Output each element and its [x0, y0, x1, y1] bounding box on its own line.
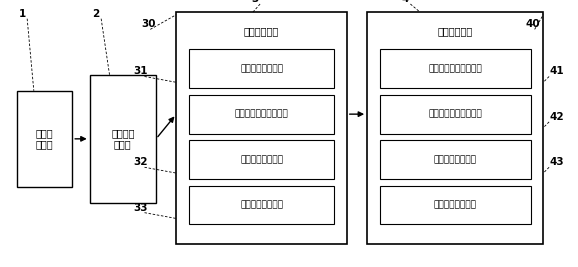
- Text: 教学效果评价单元: 教学效果评价单元: [434, 155, 477, 164]
- Text: 42: 42: [549, 112, 564, 122]
- Bar: [189, 186, 334, 224]
- Text: 表情特征提取单元: 表情特征提取单元: [240, 155, 283, 164]
- Text: 41: 41: [549, 66, 564, 77]
- Text: 统计分析模块: 统计分析模块: [438, 26, 473, 36]
- Text: 32: 32: [133, 157, 147, 167]
- Bar: [189, 95, 334, 134]
- Text: 4: 4: [402, 0, 409, 4]
- Text: 人脸表情识别单元: 人脸表情识别单元: [240, 201, 283, 209]
- Text: 关键帧提
取模块: 关键帧提 取模块: [111, 128, 135, 150]
- Bar: [17, 91, 72, 187]
- Bar: [176, 12, 347, 244]
- Bar: [380, 95, 531, 134]
- Bar: [90, 75, 156, 203]
- Text: 1: 1: [18, 9, 26, 19]
- Bar: [367, 12, 543, 244]
- Text: 人脸的检测和提取单元: 人脸的检测和提取单元: [235, 110, 288, 119]
- Bar: [189, 49, 334, 88]
- Text: 33: 33: [133, 203, 147, 213]
- Text: 图像处理模块: 图像处理模块: [244, 26, 279, 36]
- Text: 图像噪声过滤单元: 图像噪声过滤单元: [240, 64, 283, 73]
- Text: 3: 3: [251, 0, 259, 4]
- Text: 课程改革研究单元: 课程改革研究单元: [434, 201, 477, 209]
- Text: 30: 30: [142, 19, 156, 29]
- Bar: [189, 140, 334, 179]
- Text: 43: 43: [549, 157, 564, 167]
- Text: 31: 31: [133, 66, 147, 77]
- Text: 分析教师上课情况单元: 分析教师上课情况单元: [428, 110, 482, 119]
- Text: 视频监
控模块: 视频监 控模块: [36, 128, 54, 150]
- Bar: [380, 49, 531, 88]
- Text: 分析学生上课情况单元: 分析学生上课情况单元: [428, 64, 482, 73]
- Text: 2: 2: [92, 9, 100, 19]
- Bar: [380, 186, 531, 224]
- Text: 40: 40: [526, 19, 540, 29]
- Bar: [380, 140, 531, 179]
